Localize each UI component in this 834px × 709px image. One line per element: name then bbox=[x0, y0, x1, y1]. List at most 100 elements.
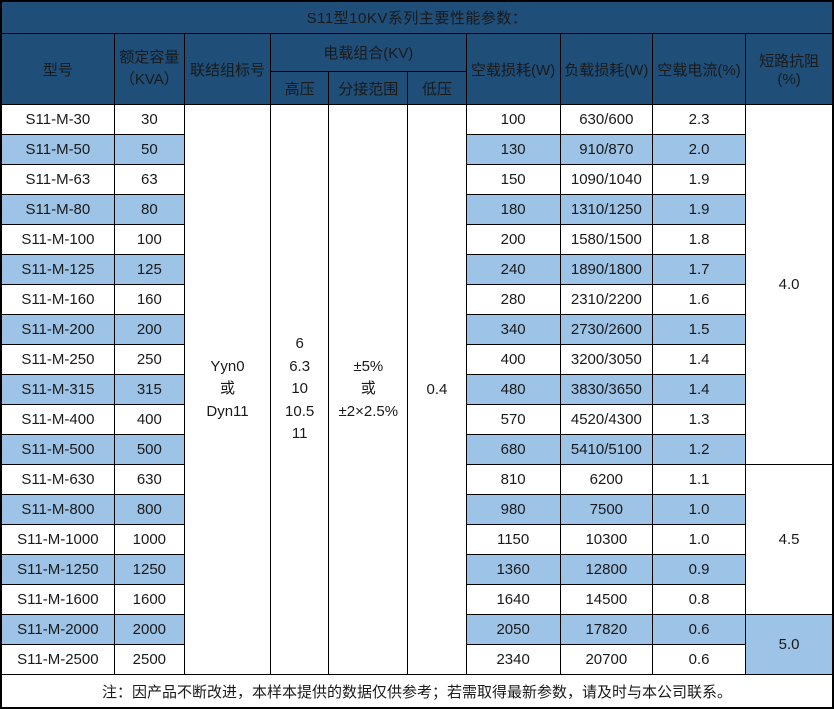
no-load-current-cell: 1.5 bbox=[651, 314, 747, 345]
model-cell: S11-M-2500 bbox=[0, 644, 115, 675]
no-load-current-cell: 1.4 bbox=[651, 344, 747, 375]
impedance-cell: 4.5 bbox=[745, 464, 834, 615]
no-load-loss-cell: 100 bbox=[465, 104, 561, 135]
load-loss-cell: 1090/1040 bbox=[559, 164, 653, 195]
connection-cell: Yyn0 或 Dyn11 bbox=[183, 104, 272, 675]
table-row: S11-M-125 125 240 1890/1800 1.7 bbox=[0, 254, 833, 285]
no-load-current-cell: 1.3 bbox=[651, 404, 747, 435]
no-load-loss-cell: 150 bbox=[465, 164, 561, 195]
table-row: S11-M-2500 2500 2340 20700 0.6 bbox=[0, 644, 833, 675]
no-load-loss-cell: 480 bbox=[465, 374, 561, 405]
table-row: S11-M-80 80 180 1310/1250 1.9 bbox=[0, 194, 833, 225]
header-load-loss: 负载损耗(W) bbox=[559, 33, 653, 105]
table-row: S11-M-200 200 340 2730/2600 1.5 bbox=[0, 314, 833, 345]
tap-range-cell: ±5% 或 ±2×2.5% bbox=[328, 104, 409, 675]
no-load-loss-cell: 680 bbox=[465, 434, 561, 465]
no-load-loss-cell: 1150 bbox=[465, 524, 561, 555]
header-row-2: 高压 分接范围 低压 bbox=[1, 71, 833, 105]
model-cell: S11-M-30 bbox=[0, 104, 115, 135]
capacity-cell: 30 bbox=[113, 104, 185, 135]
header-model: 型号 bbox=[0, 33, 115, 105]
header-no-load-current: 空载电流(%) bbox=[651, 33, 747, 105]
model-cell: S11-M-500 bbox=[0, 434, 115, 465]
load-loss-cell: 4520/4300 bbox=[559, 404, 653, 435]
page-title: S11型10KV系列主要性能参数： bbox=[0, 0, 834, 34]
capacity-cell: 50 bbox=[113, 134, 185, 165]
model-cell: S11-M-1000 bbox=[0, 524, 115, 555]
table-row: S11-M-160 160 280 2310/2200 1.6 bbox=[0, 284, 833, 315]
model-cell: S11-M-800 bbox=[0, 494, 115, 525]
no-load-loss-cell: 240 bbox=[465, 254, 561, 285]
load-loss-cell: 17820 bbox=[559, 614, 653, 645]
capacity-cell: 315 bbox=[113, 374, 185, 405]
table-row: S11-M-500 500 680 5410/5100 1.2 bbox=[0, 434, 833, 465]
no-load-loss-cell: 810 bbox=[465, 464, 561, 495]
header-no-load-loss: 空载损耗(W) bbox=[465, 33, 561, 105]
model-cell: S11-M-250 bbox=[0, 344, 115, 375]
table-row: S11-M-50 50 130 910/870 2.0 bbox=[0, 134, 833, 165]
table-row: S11-M-30 30 Yyn0 或 Dyn11 6 6.3 10 10.5 11 ±5… bbox=[0, 104, 834, 675]
no-load-current-cell: 1.2 bbox=[651, 434, 747, 465]
capacity-cell: 100 bbox=[113, 224, 185, 255]
model-cell: S11-M-160 bbox=[0, 284, 115, 315]
no-load-loss-cell: 180 bbox=[465, 194, 561, 225]
header-low-voltage: 低压 bbox=[407, 71, 467, 105]
table-row: S11-M-1600 1600 1640 14500 0.8 bbox=[0, 584, 833, 615]
high-voltage-cell: 6 6.3 10 10.5 11 bbox=[270, 104, 330, 675]
no-load-current-cell: 1.8 bbox=[651, 224, 747, 255]
table-row: S11-M-250 250 400 3200/3050 1.4 bbox=[0, 344, 833, 375]
no-load-loss-cell: 340 bbox=[465, 314, 561, 345]
no-load-current-cell: 2.3 bbox=[651, 104, 747, 135]
no-load-loss-cell: 980 bbox=[465, 494, 561, 525]
model-cell: S11-M-80 bbox=[0, 194, 115, 225]
capacity-cell: 800 bbox=[113, 494, 185, 525]
model-cell: S11-M-1250 bbox=[0, 554, 115, 585]
no-load-loss-cell: 1360 bbox=[465, 554, 561, 585]
impedance-cell: 5.0 bbox=[745, 614, 834, 675]
load-loss-cell: 1310/1250 bbox=[559, 194, 653, 225]
load-loss-cell: 2310/2200 bbox=[559, 284, 653, 315]
load-loss-cell: 2730/2600 bbox=[559, 314, 653, 345]
capacity-cell: 1000 bbox=[113, 524, 185, 555]
capacity-cell: 125 bbox=[113, 254, 185, 285]
no-load-current-cell: 1.0 bbox=[651, 494, 747, 525]
model-cell: S11-M-125 bbox=[0, 254, 115, 285]
model-cell: S11-M-630 bbox=[0, 464, 115, 495]
load-loss-cell: 1580/1500 bbox=[559, 224, 653, 255]
no-load-loss-cell: 1640 bbox=[465, 584, 561, 615]
load-loss-cell: 7500 bbox=[559, 494, 653, 525]
no-load-current-cell: 1.4 bbox=[651, 374, 747, 405]
no-load-loss-cell: 200 bbox=[465, 224, 561, 255]
capacity-cell: 160 bbox=[113, 284, 185, 315]
capacity-cell: 630 bbox=[113, 464, 185, 495]
header-tap-range: 分接范围 bbox=[328, 71, 409, 105]
model-cell: S11-M-2000 bbox=[0, 614, 115, 645]
capacity-cell: 63 bbox=[113, 164, 185, 195]
no-load-current-cell: 0.8 bbox=[651, 584, 747, 615]
no-load-loss-cell: 2050 bbox=[465, 614, 561, 645]
capacity-cell: 400 bbox=[113, 404, 185, 435]
no-load-current-cell: 1.9 bbox=[651, 194, 747, 225]
no-load-loss-cell: 130 bbox=[465, 134, 561, 165]
header-impedance: 短路抗阻(%) bbox=[745, 33, 834, 105]
footer-note: 注：因产品不断改进，本样本提供的数据仅供参考；若需取得最新参数，请及时与本公司联… bbox=[0, 674, 834, 709]
model-cell: S11-M-400 bbox=[0, 404, 115, 435]
capacity-cell: 500 bbox=[113, 434, 185, 465]
model-cell: S11-M-315 bbox=[0, 374, 115, 405]
load-loss-cell: 630/600 bbox=[559, 104, 653, 135]
header-row-1: 型号 额定容量 （KVA） 联结组标号 电载组合(KV) 空载损耗(W) 负载损… bbox=[0, 33, 834, 105]
no-load-loss-cell: 400 bbox=[465, 344, 561, 375]
table-row: S11-M-630 630 810 6200 1.1 4.5 bbox=[0, 464, 834, 615]
no-load-loss-cell: 570 bbox=[465, 404, 561, 435]
header-capacity: 额定容量 （KVA） bbox=[113, 33, 185, 105]
impedance-cell: 4.0 bbox=[745, 104, 834, 465]
no-load-current-cell: 0.9 bbox=[651, 554, 747, 585]
load-loss-cell: 10300 bbox=[559, 524, 653, 555]
no-load-current-cell: 1.7 bbox=[651, 254, 747, 285]
capacity-cell: 1250 bbox=[113, 554, 185, 585]
load-loss-cell: 5410/5100 bbox=[559, 434, 653, 465]
load-loss-cell: 1890/1800 bbox=[559, 254, 653, 285]
no-load-current-cell: 1.6 bbox=[651, 284, 747, 315]
